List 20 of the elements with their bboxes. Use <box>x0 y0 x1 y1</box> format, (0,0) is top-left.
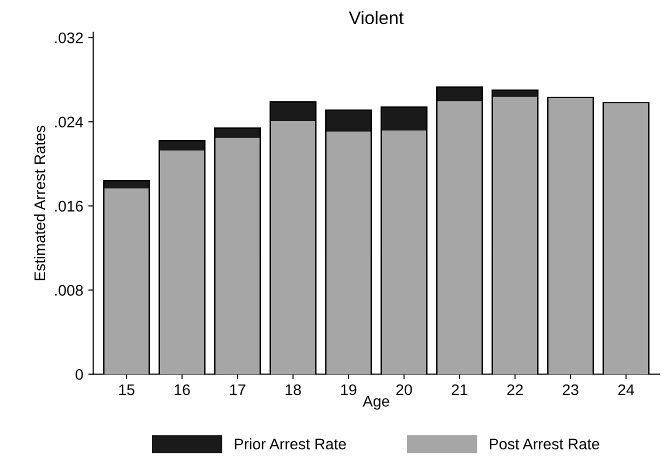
x-tick-label: 20 <box>396 384 412 396</box>
x-tick-label: 24 <box>618 384 634 396</box>
x-tick-label: 15 <box>119 384 134 396</box>
x-tick-label: 23 <box>562 384 578 396</box>
legend-label: Post Arrest Rate <box>490 438 600 450</box>
x-tick-label: 16 <box>174 384 190 396</box>
y-tick-label: .024 <box>55 116 84 128</box>
legend-label: Prior Arrest Rate <box>234 438 346 450</box>
x-tick-label: 17 <box>230 384 246 396</box>
x-tick-label: 18 <box>286 384 301 396</box>
x-tick-label: 22 <box>507 384 523 396</box>
x-axis-title: Age <box>362 396 390 410</box>
chart-title: Violent <box>348 10 404 24</box>
x-tick-label: 19 <box>341 384 356 396</box>
y-tick-label: 0 <box>76 369 83 380</box>
y-tick-label: .032 <box>55 32 83 44</box>
y-tick-label: .016 <box>55 200 83 212</box>
y-tick-label: .008 <box>55 284 83 296</box>
x-tick-label: 21 <box>452 384 468 396</box>
y-axis-title: Estimated Arrest Rates <box>34 126 46 280</box>
